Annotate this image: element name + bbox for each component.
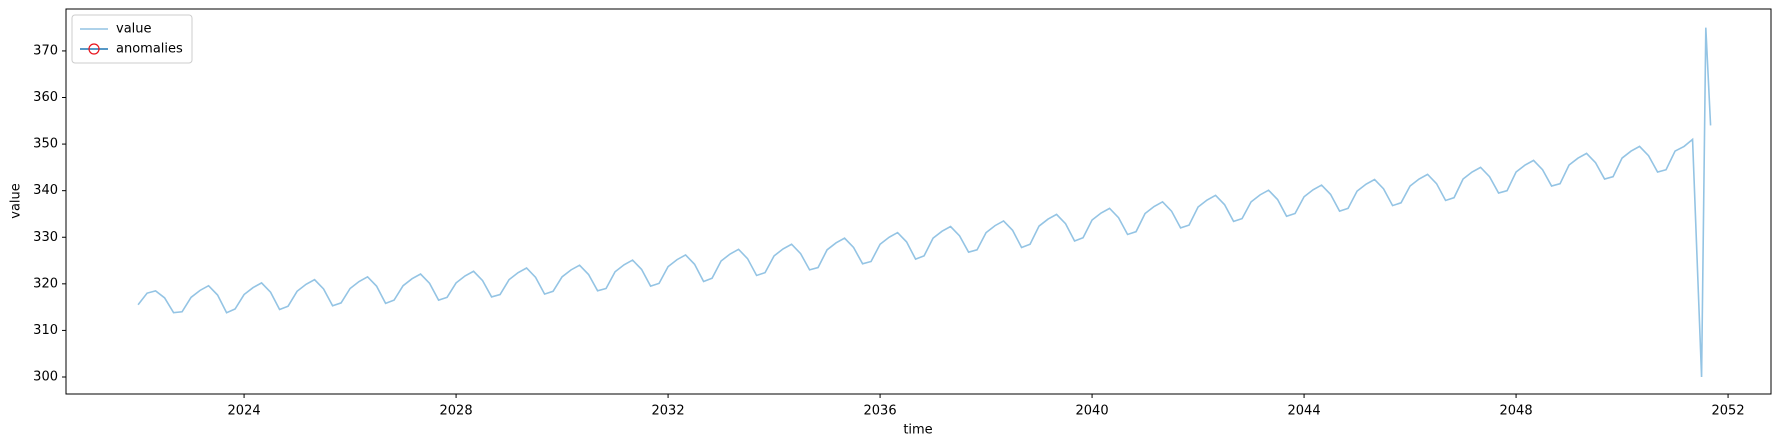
x-tick-label: 2048 [1500,404,1533,419]
legend-marker [88,43,100,55]
series-line [137,27,1712,378]
y-tick-label: 350 [33,137,58,152]
plot-frame [65,8,1772,395]
x-tick-label: 2032 [652,404,685,419]
x-tick-label: 2044 [1288,404,1321,419]
x-tick-label: 2040 [1076,404,1109,419]
y-tick-label: 310 [33,323,58,338]
y-tick-label: 370 [33,43,58,58]
x-axis-label: time [903,423,932,438]
y-tick-label: 330 [33,230,58,245]
y-tick-label: 320 [33,276,58,291]
y-axis-label: value [9,183,24,219]
x-tick-label: 2024 [228,404,261,419]
y-tick-label: 340 [33,183,58,198]
x-tick-label: 2036 [864,404,897,419]
x-tick-label: 2052 [1712,404,1745,419]
y-tick-label: 360 [33,90,58,105]
y-tick-label: 300 [33,369,58,384]
legend-label: value [116,22,152,37]
legend-label: anomalies [116,42,183,57]
x-tick-label: 2028 [440,404,473,419]
legend-box [71,14,193,64]
